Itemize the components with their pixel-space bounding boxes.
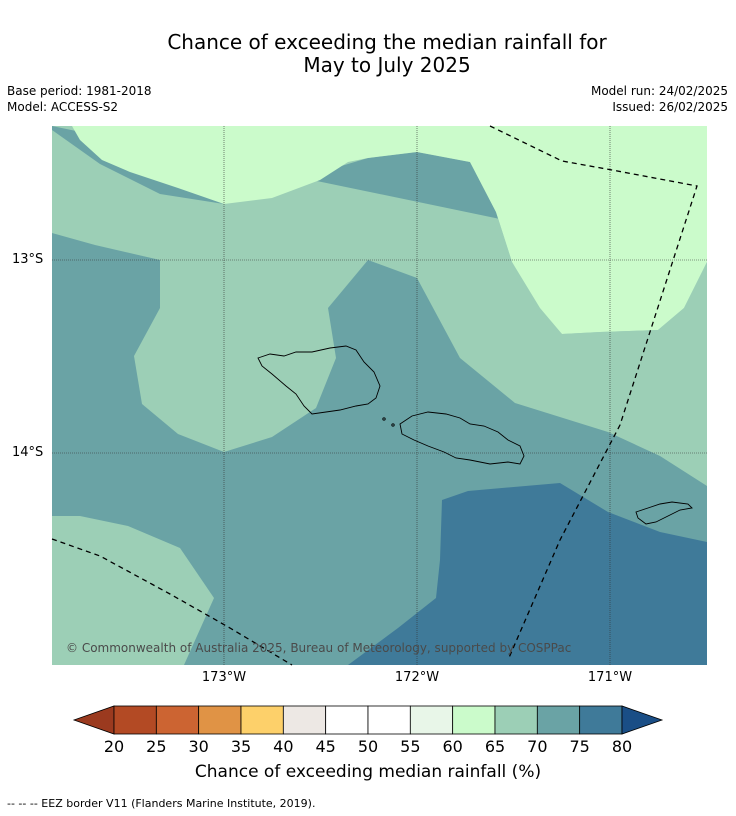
eez-line-southwest <box>51 538 293 666</box>
colorbar <box>72 705 664 735</box>
meta-right: Model run: 24/02/2025 Issued: 26/02/2025 <box>591 83 728 115</box>
islet <box>391 423 395 427</box>
model-run: Model run: 24/02/2025 <box>590 84 728 98</box>
base-period: Base period: 1981-2018 <box>7 84 152 98</box>
lat-label-13s: 13°S <box>12 252 44 267</box>
colorbar-segment <box>282 705 327 735</box>
colorbar-segment <box>367 705 411 735</box>
colorbar-segment <box>113 705 157 735</box>
colorbar-segment <box>240 705 284 735</box>
lon-label-172w: 172°W <box>394 670 440 685</box>
colorbar-extend-high <box>621 705 664 735</box>
colorbar-extend-low <box>72 705 115 735</box>
region-65-70-east <box>698 340 707 362</box>
meta-left: Base period: 1981-2018 Model: ACCESS-S2 <box>7 83 152 115</box>
colorbar-tick-label: 50 <box>357 737 379 756</box>
colorbar-segment <box>494 705 538 735</box>
colorbar-tick-label: 35 <box>230 737 252 756</box>
colorbar-segment <box>536 705 581 735</box>
colorbar-tick-label: 25 <box>146 737 167 756</box>
colorbar-segment <box>579 705 623 735</box>
issued-date: Issued: 26/02/2025 <box>612 100 728 114</box>
title-line-1: Chance of exceeding the median rainfall … <box>167 30 607 54</box>
colorbar-segment <box>409 705 454 735</box>
colorbar-tick-label: 45 <box>315 737 336 756</box>
title-line-2: May to July 2025 <box>303 53 471 77</box>
colorbar-segment <box>155 705 200 735</box>
islands <box>257 345 693 525</box>
lon-label-171w: 171°W <box>587 670 633 685</box>
lon-label-173w: 173°W <box>201 670 247 685</box>
colorbar-tick-label: 40 <box>273 737 294 756</box>
eez-footnote: -- -- -- EEZ border V11 (Flanders Marine… <box>7 797 316 810</box>
colorbar-tick-label: 55 <box>400 737 421 756</box>
colorbar-tick-label: 60 <box>442 737 463 756</box>
model-name: Model: ACCESS-S2 <box>7 100 119 114</box>
map-panel <box>52 126 707 665</box>
colorbar-tick-label: 20 <box>103 737 125 756</box>
colorbar-segment <box>325 705 369 735</box>
colorbar-segment <box>198 705 242 735</box>
upolu-island <box>399 411 525 465</box>
map-title: Chance of exceeding the median rainfall … <box>0 31 736 77</box>
eez-line-north <box>489 125 698 661</box>
eez-border <box>51 125 698 666</box>
colorbar-segment <box>452 705 496 735</box>
colorbar-tick-label: 70 <box>527 737 548 756</box>
colorbar-tick-label: 80 <box>611 737 633 756</box>
colorbar-tick-label: 65 <box>484 737 506 756</box>
colorbar-tick-label: 75 <box>569 737 590 756</box>
tutuila-island <box>635 501 693 525</box>
colorbar-tick-label: 30 <box>188 737 209 756</box>
colorbar-label: Chance of exceeding median rainfall (%) <box>194 762 542 782</box>
islet <box>382 417 386 421</box>
copyright-notice: © Commonwealth of Australia 2025, Bureau… <box>66 641 572 655</box>
savaii-island <box>257 345 381 415</box>
lat-label-14s: 14°S <box>12 445 44 460</box>
region-60-65-north <box>72 126 707 334</box>
region-65-70-southwest <box>52 516 214 665</box>
region-75-80-southeast <box>348 483 707 665</box>
